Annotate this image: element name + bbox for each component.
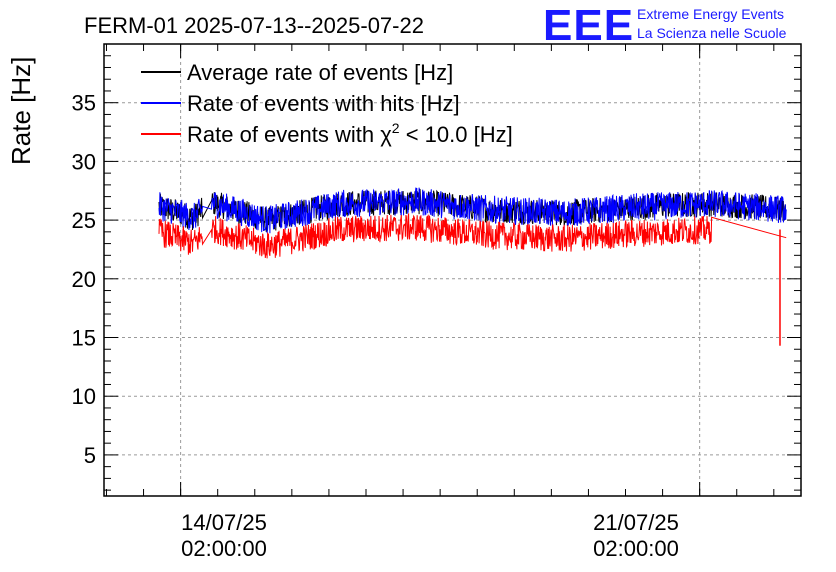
- legend-chi2-suffix: < 10.0 [Hz]: [400, 122, 513, 147]
- x-tick-label-2-time: 02:00:00: [593, 536, 679, 561]
- axis-ticks: [104, 44, 801, 496]
- legend-label-avg: Average rate of events [Hz]: [187, 60, 453, 85]
- eee-logo-mark: EEE: [543, 1, 634, 50]
- x-tick-label-1-time: 02:00:00: [181, 536, 267, 561]
- legend: Average rate of events [Hz] Rate of even…: [141, 60, 513, 147]
- y-tick-label-5: 5: [84, 443, 96, 468]
- logo-line-1: Extreme Energy Events: [637, 6, 784, 22]
- y-tick-label-10: 10: [72, 384, 96, 409]
- plot-frame: [103, 43, 802, 497]
- x-tick-label-1-date: 14/07/25: [181, 510, 267, 535]
- legend-label-hits: Rate of events with hits [Hz]: [187, 91, 460, 116]
- legend-chi2-prefix: Rate of events with: [187, 122, 380, 147]
- y-tick-label-15: 15: [72, 326, 96, 351]
- eee-logo: EEE Extreme Energy Events La Scienza nel…: [543, 1, 787, 50]
- y-tick-label-35: 35: [72, 91, 96, 116]
- series-layer: [158, 187, 787, 346]
- legend-chi2-symbol: χ: [380, 122, 392, 147]
- y-tick-label-20: 20: [72, 267, 96, 292]
- y-tick-labels: 5 10 15 20 25 30 35: [72, 91, 96, 468]
- y-tick-label-25: 25: [72, 208, 96, 233]
- series-line-2: [158, 213, 787, 259]
- logo-line-2: La Scienza nelle Scuole: [637, 25, 787, 41]
- grid-lines: [104, 44, 801, 496]
- series-line-1: [158, 187, 787, 234]
- y-axis-label: Rate [Hz]: [6, 57, 36, 165]
- legend-label-chi2: Rate of events with χ2 < 10.0 [Hz]: [187, 120, 513, 147]
- chart-title: FERM-01 2025-07-13--2025-07-22: [84, 13, 424, 38]
- y-tick-label-30: 30: [72, 149, 96, 174]
- x-tick-label-2-date: 21/07/25: [593, 510, 679, 535]
- legend-chi2-sup: 2: [392, 120, 400, 136]
